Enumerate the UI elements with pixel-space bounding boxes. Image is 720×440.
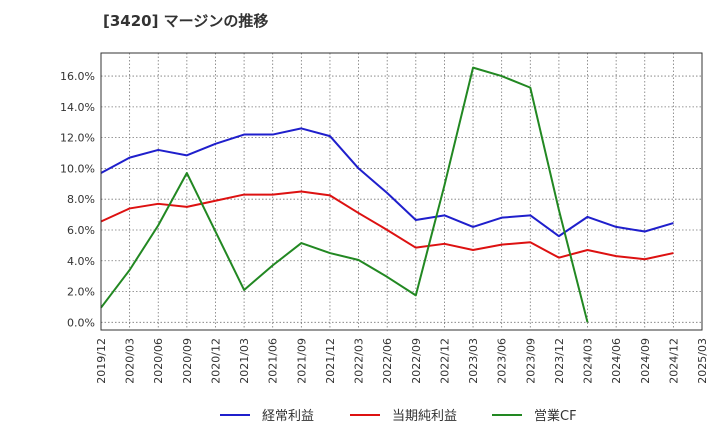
y-tick-label: 4.0% (67, 255, 95, 268)
x-tick-label: 2021/03 (238, 338, 251, 384)
x-tick-label: 2020/03 (124, 338, 137, 384)
x-axis-ticks: 2019/12 2020/03 2020/06 2020/09 2020/12 2021/… (95, 338, 709, 384)
x-tick-label: 2023/03 (467, 338, 480, 384)
x-tick-label: 2024/09 (639, 338, 652, 384)
x-tick-label: 2022/12 (438, 338, 451, 384)
x-tick-label: 2020/06 (152, 338, 165, 384)
y-tick-label: 10.0% (60, 162, 95, 175)
grid (100, 53, 703, 330)
x-tick-label: 2022/09 (410, 338, 423, 384)
y-axis-ticks: 0.0% 2.0% 4.0% 6.0% 8.0% 10.0% 12.0% 14.0% 16.0% (60, 70, 95, 329)
plot-frame (100, 52, 703, 331)
x-tick-label: 2021/12 (324, 338, 337, 384)
series-line-1 (100, 127, 674, 238)
y-tick-label: 2.0% (67, 286, 95, 299)
y-tick-label: 14.0% (60, 101, 95, 114)
x-tick-label: 2023/06 (496, 338, 509, 384)
x-tick-label: 2023/09 (524, 338, 537, 384)
y-tick-label: 8.0% (67, 193, 95, 206)
x-tick-label: 2020/12 (209, 338, 222, 384)
y-tick-label: 6.0% (67, 224, 95, 237)
x-tick-label: 2024/06 (610, 338, 623, 384)
x-tick-label: 2022/06 (381, 338, 394, 384)
chart-title: [3420] マージンの推移 (103, 12, 268, 30)
series-line-2 (100, 190, 674, 261)
y-tick-label: 12.0% (60, 132, 95, 145)
series-lines (100, 66, 674, 323)
x-tick-label: 2025/03 (696, 338, 709, 384)
x-tick-label: 2021/09 (295, 338, 308, 384)
x-tick-label: 2020/09 (181, 338, 194, 384)
y-tick-label: 0.0% (67, 316, 95, 329)
series-line-3 (100, 66, 589, 323)
x-tick-label: 2019/12 (95, 338, 108, 384)
legend: 経常利益 当期純利益 営業CF (220, 408, 577, 424)
x-tick-label: 2022/03 (353, 338, 366, 384)
x-tick-label: 2024/03 (582, 338, 595, 384)
legend-label: 経常利益 (262, 409, 314, 424)
legend-label: 営業CF (534, 408, 577, 424)
legend-label: 当期純利益 (392, 409, 457, 424)
x-tick-label: 2023/12 (553, 338, 566, 384)
x-tick-label: 2021/06 (267, 338, 280, 384)
y-tick-label: 16.0% (60, 70, 95, 83)
x-tick-label: 2024/12 (667, 338, 680, 384)
